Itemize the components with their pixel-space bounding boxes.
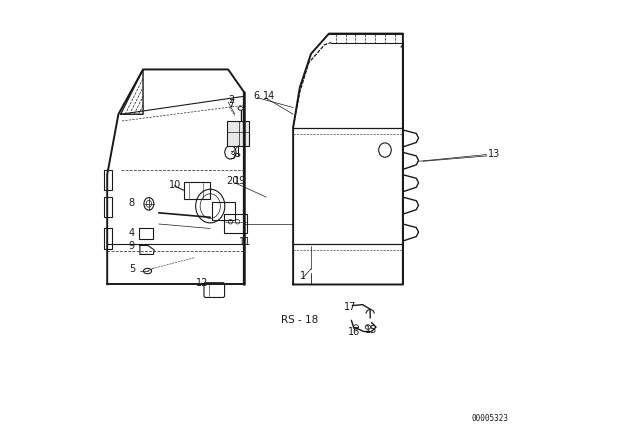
Text: 7: 7 (228, 99, 235, 109)
Text: 17: 17 (344, 302, 356, 312)
Text: 4: 4 (129, 228, 135, 238)
Text: 9: 9 (129, 241, 135, 250)
Text: 10: 10 (169, 180, 181, 190)
Text: 19: 19 (234, 177, 246, 186)
FancyBboxPatch shape (227, 121, 249, 146)
Text: RS - 18: RS - 18 (280, 315, 318, 325)
Text: 15: 15 (365, 325, 377, 335)
Text: 8: 8 (129, 198, 135, 208)
Text: 12: 12 (195, 278, 208, 288)
Text: 6: 6 (253, 91, 260, 101)
Text: 11: 11 (239, 237, 251, 247)
Text: 3: 3 (230, 151, 236, 161)
Text: 00005323: 00005323 (471, 414, 508, 423)
Text: 16: 16 (348, 327, 360, 336)
Text: 5: 5 (129, 264, 135, 274)
Text: 13: 13 (488, 149, 500, 159)
Text: 20: 20 (227, 177, 239, 186)
Text: 2: 2 (228, 95, 235, 105)
Text: 1: 1 (300, 271, 306, 280)
Text: 14: 14 (262, 91, 275, 101)
